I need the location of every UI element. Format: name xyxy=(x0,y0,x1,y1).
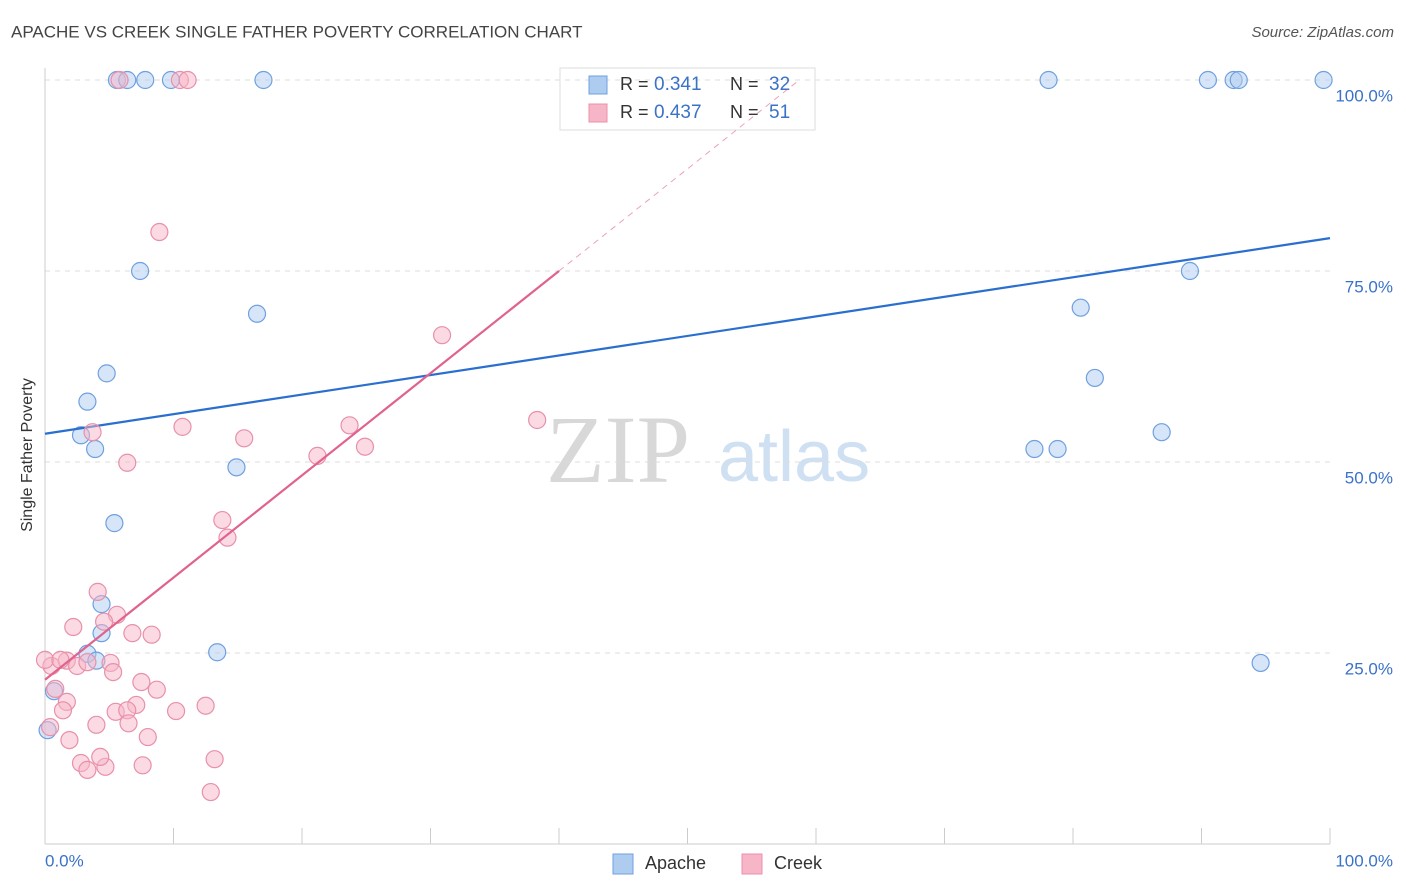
point xyxy=(142,625,161,644)
point xyxy=(136,70,155,90)
y-axis-label: Single Father Poverty xyxy=(19,378,36,532)
point xyxy=(1314,70,1333,90)
point xyxy=(78,760,97,779)
point xyxy=(528,410,547,430)
point xyxy=(340,416,359,435)
point xyxy=(254,70,273,90)
point xyxy=(247,304,267,323)
point xyxy=(1251,653,1270,673)
legend-label: N = xyxy=(730,74,759,94)
legend-swatch xyxy=(588,103,608,123)
legend-label: R = xyxy=(620,74,649,94)
point xyxy=(133,756,152,775)
legend-value: 0.437 xyxy=(654,102,702,123)
legend-label: Creek xyxy=(774,853,823,873)
watermark: atlas xyxy=(718,417,870,497)
point xyxy=(123,624,142,643)
point xyxy=(119,714,138,733)
x-tick-label: 100.0% xyxy=(1335,851,1393,870)
x-tick-label: 0.0% xyxy=(45,851,84,870)
point xyxy=(1085,368,1104,388)
legend-value: 0.341 xyxy=(654,74,702,95)
legend-value: 32 xyxy=(769,74,790,95)
point xyxy=(178,70,197,90)
y-tick-label: 100.0% xyxy=(1335,86,1393,105)
point xyxy=(196,696,215,715)
point xyxy=(138,727,157,747)
chart-title: APACHE VS CREEK SINGLE FATHER POVERTY CO… xyxy=(11,22,583,41)
point xyxy=(1025,439,1044,459)
point xyxy=(118,453,137,472)
point xyxy=(227,458,246,477)
source: Source: ZipAtlas.com xyxy=(1251,24,1394,41)
point xyxy=(150,222,169,242)
legend-label: N = xyxy=(730,102,759,122)
trend-line xyxy=(44,237,1331,435)
point xyxy=(51,650,70,669)
point xyxy=(46,679,65,699)
point xyxy=(35,650,55,669)
legend-swatch xyxy=(588,75,608,95)
point xyxy=(201,782,220,802)
y-tick-label: 50.0% xyxy=(1345,468,1393,487)
point xyxy=(64,617,83,637)
point xyxy=(1039,70,1058,90)
trend-line xyxy=(44,270,560,681)
point xyxy=(235,429,254,448)
point xyxy=(208,643,227,662)
point xyxy=(104,662,123,682)
point xyxy=(87,715,106,734)
point xyxy=(132,672,151,692)
point xyxy=(41,718,60,737)
point xyxy=(1152,423,1171,442)
legend-swatch xyxy=(741,853,763,875)
point xyxy=(78,392,97,411)
point xyxy=(95,612,114,631)
point xyxy=(86,439,105,459)
y-tick-label: 25.0% xyxy=(1345,659,1393,678)
point xyxy=(218,528,237,547)
point xyxy=(60,730,79,750)
legend-value: 51 xyxy=(769,102,790,123)
point xyxy=(355,437,375,456)
point xyxy=(53,701,73,720)
y-tick-label: 75.0% xyxy=(1345,277,1393,296)
legend-swatch xyxy=(612,853,634,875)
point xyxy=(1198,70,1218,90)
point xyxy=(97,364,116,383)
trend-line xyxy=(558,79,800,272)
watermark: ZIP xyxy=(546,396,690,503)
point xyxy=(166,701,186,721)
point xyxy=(83,423,102,442)
point xyxy=(110,70,129,90)
point xyxy=(1071,298,1090,317)
legend-label: Apache xyxy=(645,853,706,873)
point xyxy=(432,326,452,345)
legend-label: R = xyxy=(620,102,649,122)
point xyxy=(213,510,232,530)
point xyxy=(173,417,192,436)
point xyxy=(88,582,107,601)
point xyxy=(130,261,150,281)
point xyxy=(105,514,124,533)
point xyxy=(78,653,97,672)
point xyxy=(147,680,166,699)
point xyxy=(205,750,224,769)
point xyxy=(1180,261,1200,281)
point xyxy=(91,747,110,767)
point xyxy=(1229,70,1248,90)
point xyxy=(1048,439,1067,459)
